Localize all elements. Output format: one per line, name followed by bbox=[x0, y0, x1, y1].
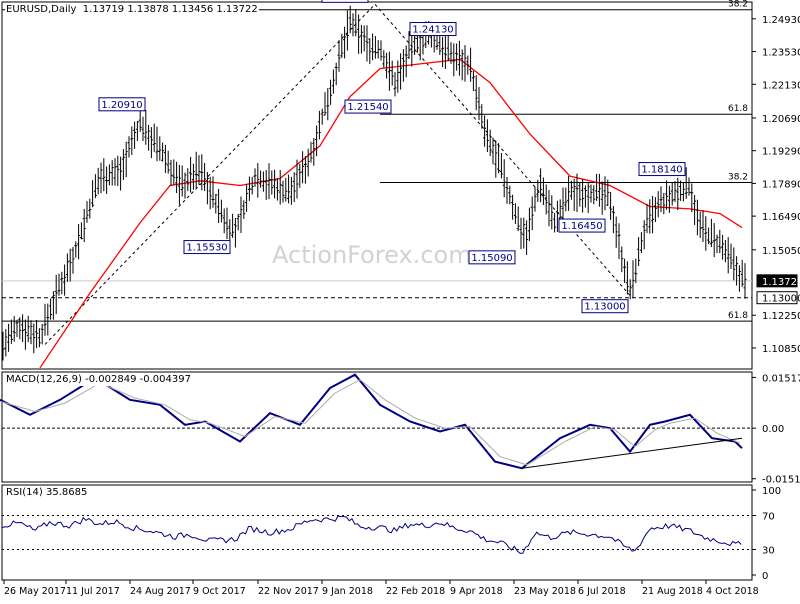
macd-y-tick-label: 0.015178 bbox=[762, 373, 800, 384]
price-y-tick-label: 1.17890 bbox=[762, 179, 800, 190]
rsi-y-tick-label: 100 bbox=[762, 486, 781, 497]
price-y-tick-label: 1.16490 bbox=[762, 212, 800, 223]
x-tick-label: 6 Jul 2018 bbox=[578, 586, 626, 597]
low-label: 1.15090 bbox=[471, 253, 512, 264]
low-label: 1.13000 bbox=[584, 302, 625, 313]
rsi-y-tick-label: 70 bbox=[762, 512, 775, 523]
rsi-header: RSI(14) 35.8685 bbox=[5, 487, 88, 499]
high-label: 1.24130 bbox=[412, 25, 453, 36]
low-label: 1.16450 bbox=[561, 221, 602, 232]
x-tick-label: 23 May 2018 bbox=[514, 586, 576, 597]
price-y-tick-label: 1.15050 bbox=[762, 246, 800, 257]
high-label: 1.18140 bbox=[641, 165, 682, 176]
x-tick-label: 22 Feb 2018 bbox=[386, 586, 445, 597]
rsi-y-tick-label: 0 bbox=[762, 571, 768, 582]
low-label: 1.15530 bbox=[186, 243, 227, 254]
price-y-tick-label: 1.10850 bbox=[762, 344, 800, 355]
macd-header: MACD(12,26,9) -0.002849 -0.004397 bbox=[5, 374, 192, 386]
x-tick-label: 22 Nov 2017 bbox=[258, 586, 319, 597]
rsi-y-tick-label: 30 bbox=[762, 546, 775, 557]
x-tick-label: 9 Oct 2017 bbox=[193, 586, 246, 597]
price-y-tick-label: 1.19290 bbox=[762, 147, 800, 158]
macd-y-tick-label: 0.00 bbox=[762, 424, 784, 435]
price-y-tick-label: 1.22130 bbox=[762, 80, 800, 91]
price-y-tick-label: 1.24930 bbox=[762, 15, 800, 26]
x-tick-label: 24 Aug 2017 bbox=[130, 586, 191, 597]
watermark-text: ActionForex.com bbox=[272, 241, 472, 269]
current-price-tag: 1.13722 bbox=[762, 277, 800, 288]
price-y-tick-label: 1.12250 bbox=[762, 311, 800, 322]
high-label: 1.25550 bbox=[324, 0, 365, 2]
x-tick-label: 26 May 2017 bbox=[4, 586, 66, 597]
support-price-tag: 1.13000 bbox=[762, 294, 800, 305]
fib-level-label: 38.2 bbox=[728, 172, 748, 182]
price-y-tick-label: 1.20690 bbox=[762, 114, 800, 125]
x-tick-label: 4 Oct 2018 bbox=[706, 586, 759, 597]
fib-level-label: 61.8 bbox=[728, 311, 748, 321]
x-tick-label: 9 Jan 2018 bbox=[322, 586, 373, 597]
fib-level-label: 61.8 bbox=[728, 104, 748, 114]
low-label: 1.21540 bbox=[347, 102, 388, 113]
high-label: 1.20910 bbox=[101, 100, 142, 111]
x-tick-label: 21 Aug 2018 bbox=[642, 586, 703, 597]
x-tick-label: 9 Apr 2018 bbox=[450, 586, 503, 597]
x-tick-label: 11 Jul 2017 bbox=[66, 586, 120, 597]
price-header: EURUSD,Daily 1.13719 1.13878 1.13456 1.1… bbox=[5, 4, 259, 16]
price-y-tick-label: 1.23530 bbox=[762, 48, 800, 59]
macd-y-tick-label: -0.015126 bbox=[762, 475, 800, 486]
fib-level-label: 38.2 bbox=[728, 0, 748, 10]
